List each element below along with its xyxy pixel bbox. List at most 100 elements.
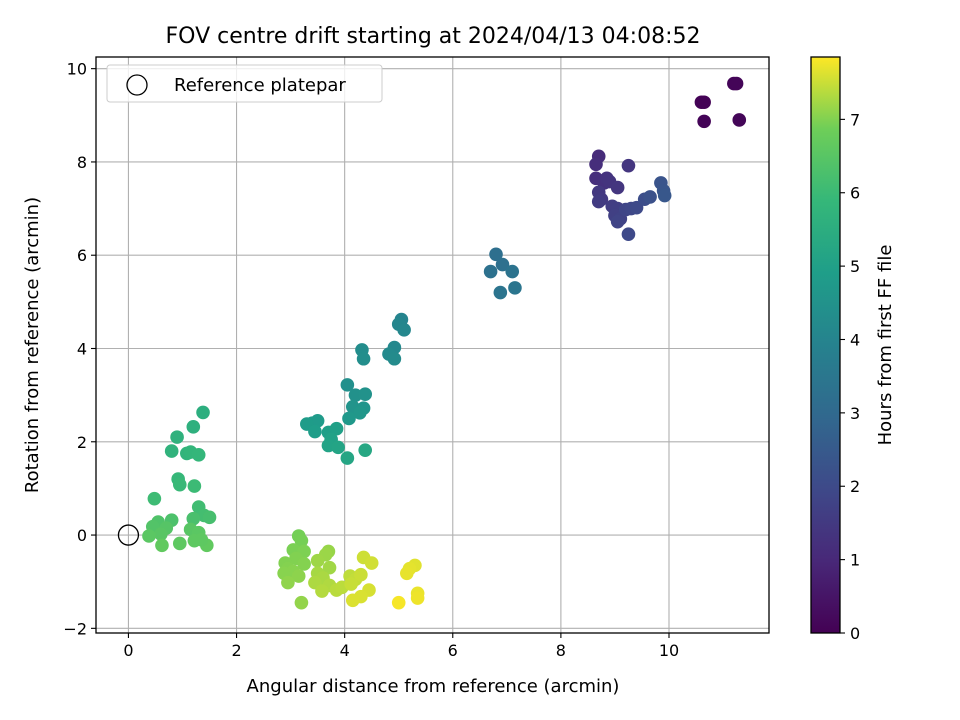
y-axis-label: Rotation from reference (arcmin) bbox=[22, 197, 43, 493]
legend-marker-circle bbox=[126, 74, 148, 96]
data-point bbox=[400, 566, 414, 581]
grid bbox=[96, 57, 769, 633]
data-point bbox=[657, 188, 672, 203]
colorbar-ticks: 0 1 2 3 4 5 6 7 bbox=[840, 110, 860, 643]
x-tick-label: 8 bbox=[556, 641, 566, 660]
data-point bbox=[391, 595, 406, 610]
colorbar-tick-label: 0 bbox=[850, 624, 860, 643]
data-point bbox=[358, 387, 373, 402]
x-axis-label: Angular distance from reference (arcmin) bbox=[247, 676, 620, 697]
legend: Reference platepar bbox=[106, 64, 383, 103]
data-point bbox=[364, 556, 379, 570]
data-point bbox=[155, 538, 169, 553]
data-point bbox=[202, 510, 217, 525]
data-point bbox=[697, 95, 711, 110]
data-point bbox=[356, 351, 371, 366]
y-tick-label: 0 bbox=[77, 526, 87, 545]
data-point bbox=[729, 76, 744, 91]
data-point bbox=[164, 444, 179, 458]
data-point bbox=[194, 532, 209, 547]
y-axis-ticks: −2 0 2 4 6 8 10 bbox=[63, 60, 96, 638]
data-point bbox=[387, 351, 402, 366]
data-point bbox=[294, 595, 309, 610]
colorbar-tick-label: 1 bbox=[850, 551, 860, 570]
colorbar-tick-label: 3 bbox=[850, 404, 860, 423]
y-tick-label: 4 bbox=[77, 339, 87, 358]
y-tick-label: 8 bbox=[77, 153, 87, 172]
data-point bbox=[331, 440, 345, 455]
legend-box bbox=[106, 64, 383, 103]
data-point bbox=[358, 443, 373, 457]
x-tick-label: 4 bbox=[340, 641, 350, 660]
data-point bbox=[291, 569, 306, 583]
colorbar-tick-label: 6 bbox=[850, 184, 860, 203]
data-point bbox=[191, 448, 206, 462]
data-point bbox=[344, 577, 358, 591]
data-point bbox=[732, 113, 747, 127]
data-point bbox=[315, 584, 329, 598]
data-point bbox=[629, 200, 644, 215]
data-point bbox=[297, 557, 311, 571]
data-point bbox=[591, 194, 606, 209]
data-point bbox=[172, 477, 187, 492]
data-point bbox=[493, 285, 508, 300]
data-point bbox=[196, 405, 210, 420]
data-point bbox=[310, 553, 325, 568]
data-point bbox=[142, 529, 156, 543]
y-tick-label: 6 bbox=[77, 246, 87, 265]
x-tick-label: 6 bbox=[448, 641, 458, 660]
data-point bbox=[187, 479, 202, 493]
data-point bbox=[310, 413, 325, 428]
data-point bbox=[505, 264, 520, 279]
x-axis-ticks: 0 2 4 6 8 10 bbox=[123, 633, 679, 660]
reference-platepar-marker bbox=[117, 524, 140, 546]
data-point bbox=[172, 536, 187, 551]
data-point bbox=[154, 527, 168, 541]
data-point bbox=[281, 575, 295, 590]
colorbar-tick-label: 5 bbox=[850, 257, 860, 276]
data-point bbox=[410, 591, 425, 605]
data-point bbox=[621, 158, 636, 173]
colorbar-label: Hours from first FF file bbox=[875, 245, 896, 446]
data-point bbox=[294, 533, 309, 548]
chart-title: FOV centre drift starting at 2024/04/13 … bbox=[166, 24, 701, 49]
data-point bbox=[186, 511, 201, 526]
colorbar-tick-label: 4 bbox=[850, 330, 860, 349]
data-point bbox=[621, 227, 636, 242]
plot-frame bbox=[95, 56, 770, 634]
data-point bbox=[186, 420, 201, 434]
colorbar-tick-label: 7 bbox=[850, 110, 860, 129]
data-point bbox=[489, 247, 503, 262]
colorbar bbox=[810, 56, 841, 634]
legend-label-reference: Reference platepar bbox=[174, 75, 346, 96]
data-point bbox=[697, 114, 711, 129]
x-tick-label: 10 bbox=[659, 641, 679, 660]
data-point bbox=[342, 411, 356, 426]
data-point bbox=[508, 281, 522, 295]
data-point bbox=[483, 264, 498, 279]
data-point bbox=[170, 430, 184, 444]
data-point bbox=[147, 491, 162, 506]
data-point bbox=[354, 567, 368, 582]
data-point bbox=[643, 190, 657, 204]
data-point bbox=[340, 451, 355, 465]
data-point bbox=[308, 424, 322, 439]
data-point bbox=[352, 406, 367, 420]
data-point bbox=[340, 378, 355, 392]
data-point bbox=[322, 560, 337, 575]
data-point bbox=[589, 157, 603, 172]
data-points bbox=[117, 76, 747, 610]
data-point bbox=[345, 593, 360, 608]
data-point bbox=[610, 214, 625, 229]
data-point bbox=[397, 323, 411, 337]
x-tick-label: 2 bbox=[231, 641, 241, 660]
y-tick-label: 2 bbox=[77, 433, 87, 452]
colorbar-tick-label: 2 bbox=[850, 477, 860, 496]
data-point bbox=[329, 421, 344, 436]
x-tick-label: 0 bbox=[123, 641, 133, 660]
data-point bbox=[610, 180, 625, 195]
y-tick-label: 10 bbox=[67, 60, 87, 79]
data-point bbox=[495, 257, 510, 272]
y-tick-label: −2 bbox=[63, 619, 87, 638]
